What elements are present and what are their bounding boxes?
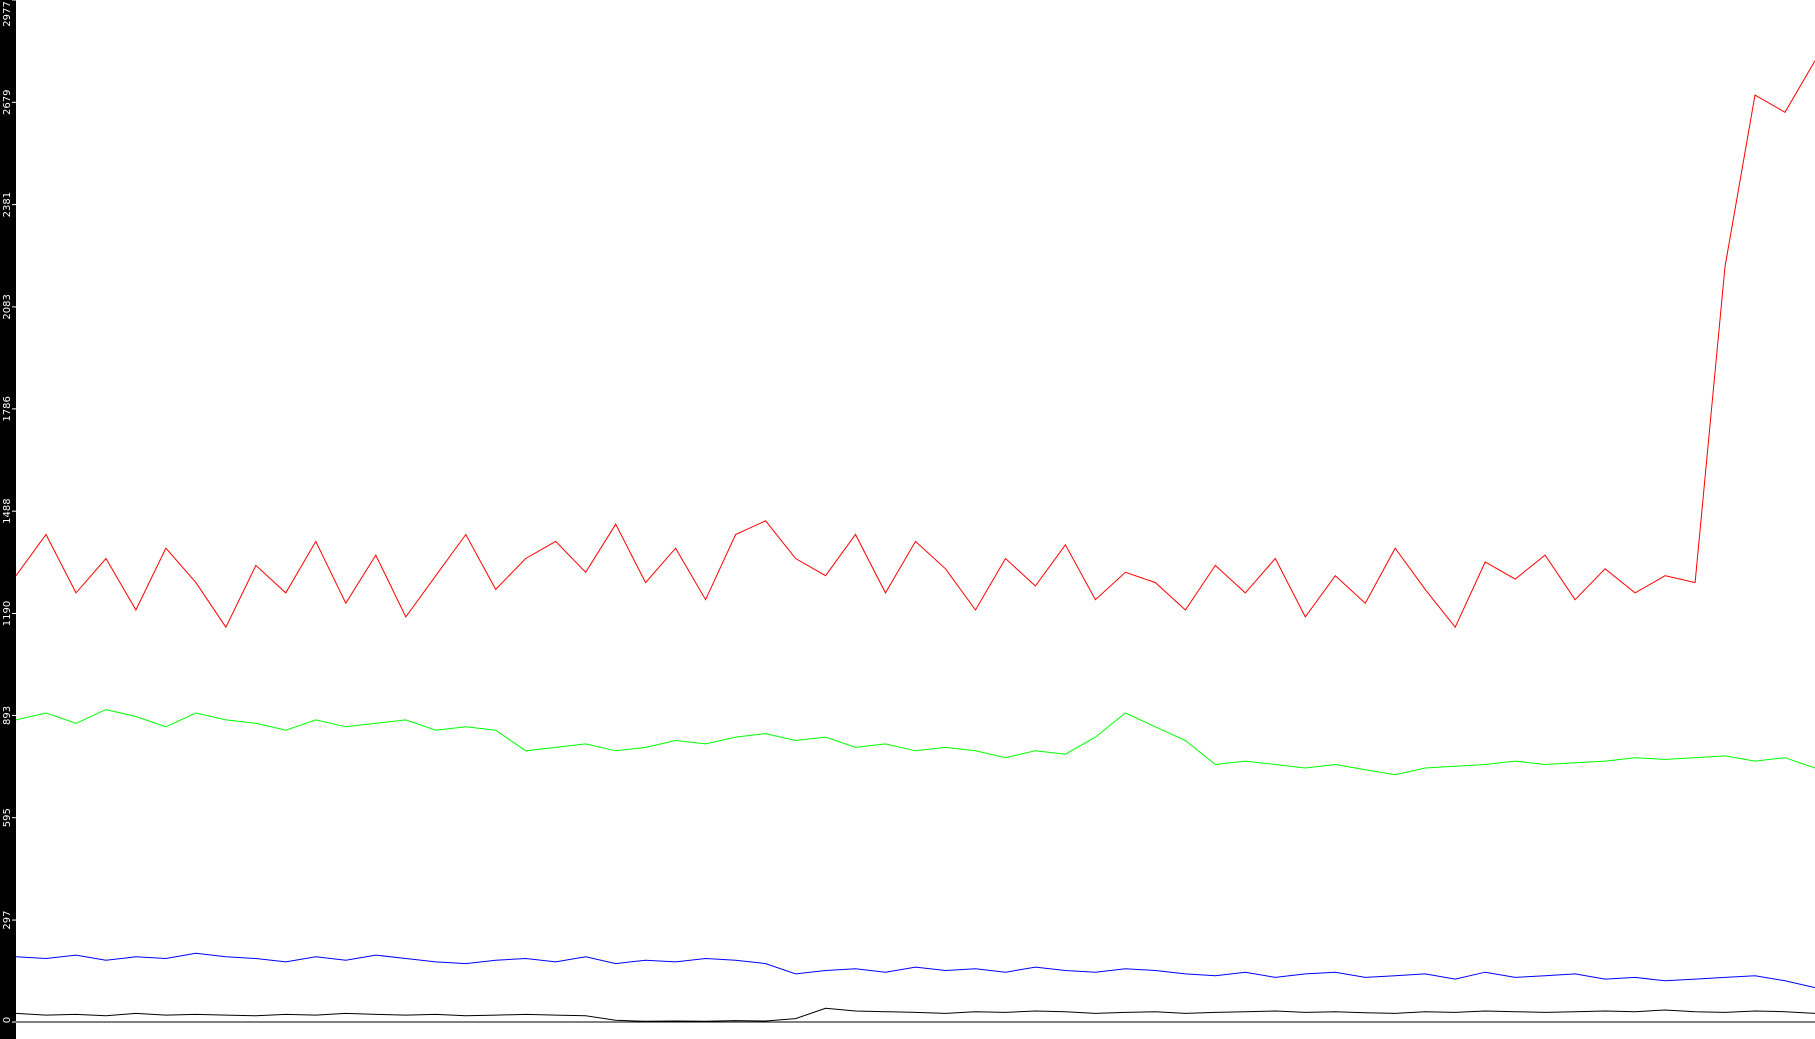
y-tick-label: 2083 [2, 294, 13, 319]
series-line [15, 60, 1815, 629]
series-line [15, 952, 1815, 989]
y-tick-label: 2381 [2, 192, 13, 217]
y-tick-label: 2977 [2, 1, 13, 26]
series-line [15, 1007, 1815, 1022]
y-tick-label: 595 [2, 808, 13, 827]
y-tick-label: 1786 [2, 396, 13, 421]
y-tick-label: 1190 [2, 601, 13, 626]
series-line [15, 709, 1815, 776]
y-tick-label: 2679 [2, 90, 13, 115]
y-tick-label: 1488 [2, 498, 13, 523]
y-tick-label: 0 [2, 1017, 13, 1023]
y-tick-label: 893 [2, 706, 13, 725]
y-tick-label: 297 [2, 910, 13, 929]
y-axis-strip [0, 0, 16, 1039]
